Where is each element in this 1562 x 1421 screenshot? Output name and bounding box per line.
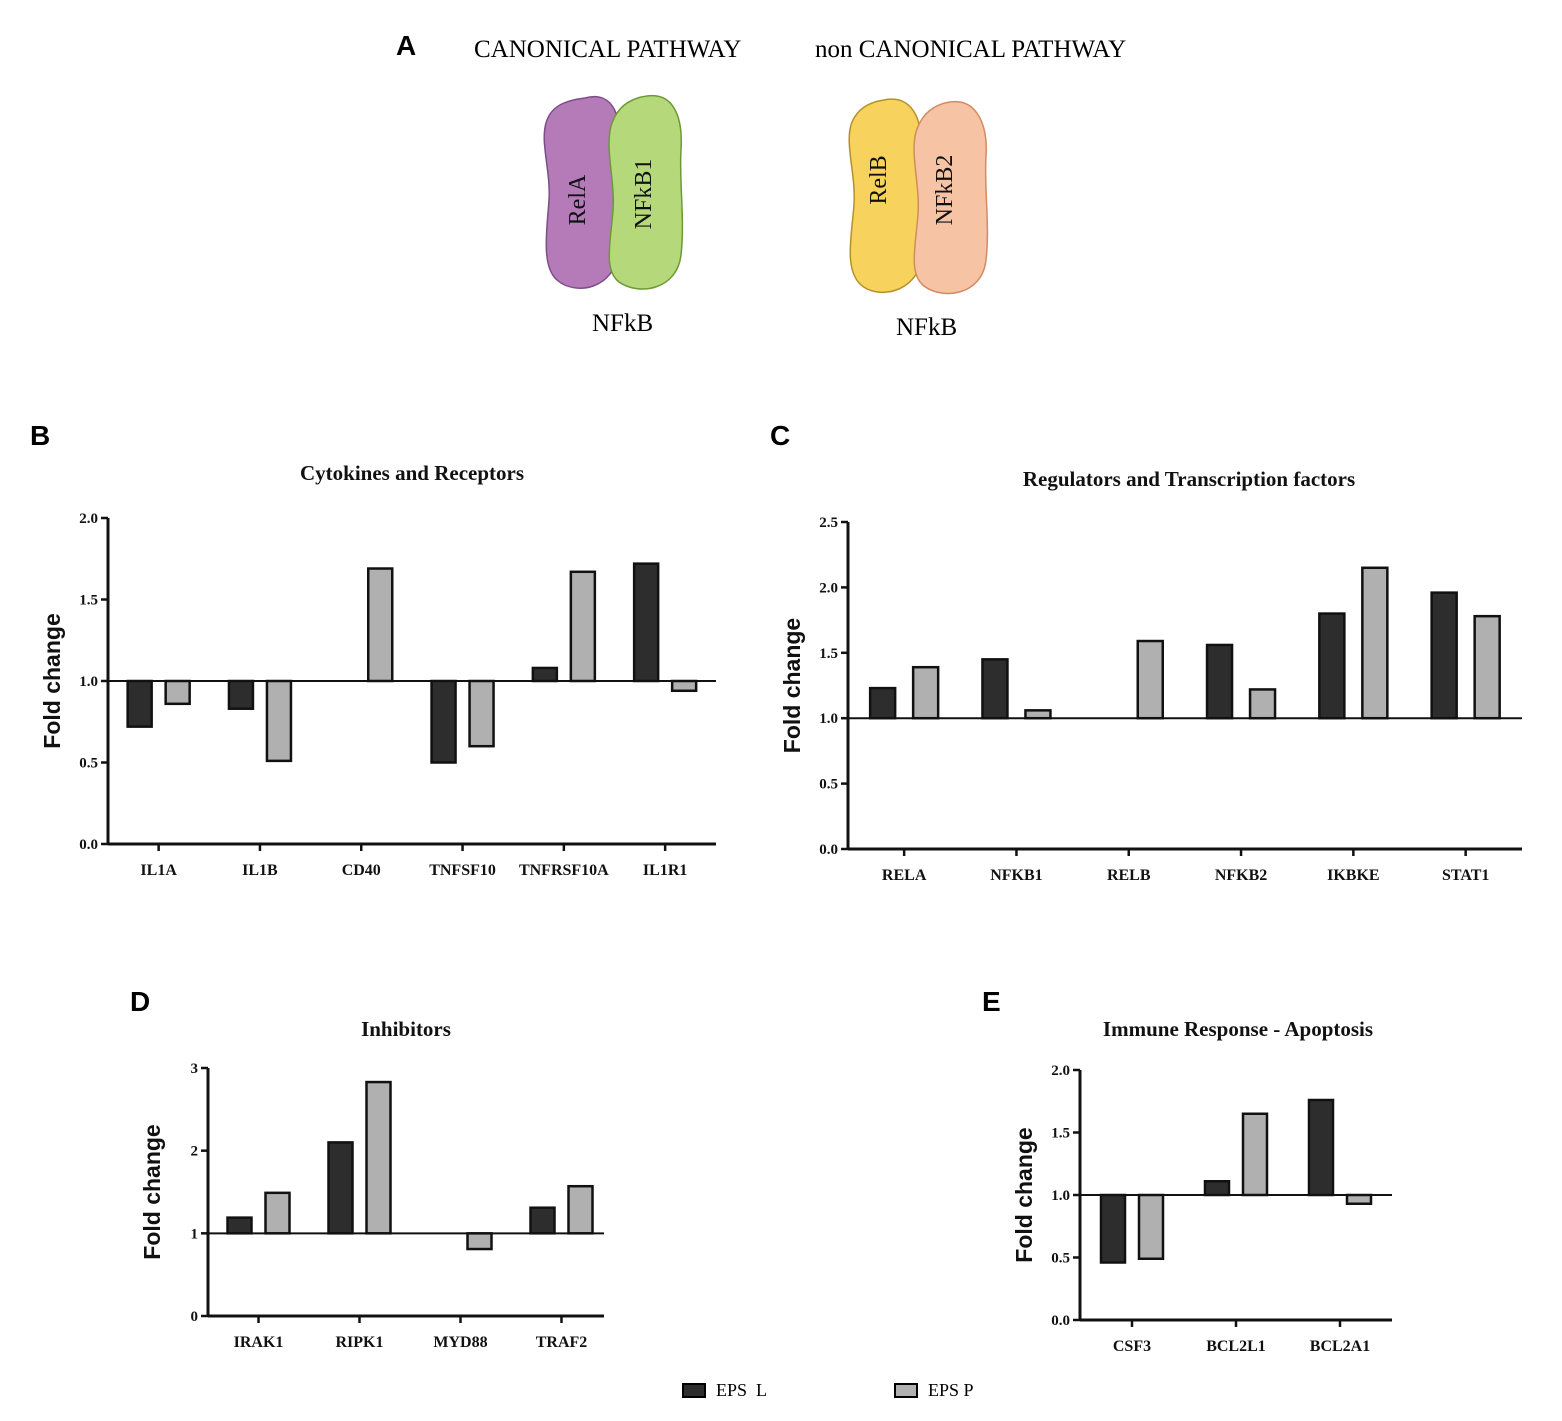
x-tick-label: TNFRSF10A (519, 862, 609, 879)
bar-cd40-eps-p (367, 567, 394, 683)
bar-ripk1-eps-p (365, 1080, 392, 1235)
bar-il1b-eps-p (265, 679, 293, 763)
bar-traf2-eps-p (567, 1184, 594, 1235)
legend-eps-l: EPS L (682, 1380, 767, 1401)
x-tick-label: IL1A (140, 862, 177, 879)
relb-label: RelB (866, 155, 892, 204)
bar-stat1-eps-l (1430, 591, 1458, 720)
panel-c-letter: C (770, 420, 791, 451)
canonical-nfkb-diagram: RelA NFkB1 (543, 94, 684, 290)
x-tick-label: RELB (1107, 867, 1151, 884)
rela-label: RelA (565, 174, 591, 225)
y-axis-label: Fold change (139, 1124, 165, 1259)
y-tick-label: 0.0 (79, 837, 98, 853)
chart-title: Immune Response - Apoptosis (1103, 1017, 1373, 1041)
x-tick-label: NFKB1 (990, 867, 1042, 884)
y-tick-label: 0.5 (1051, 1251, 1070, 1267)
y-tick-label: 1 (191, 1226, 199, 1242)
y-tick-label: 3 (191, 1061, 199, 1077)
chart-title: Inhibitors (361, 1017, 451, 1041)
y-axis-label: Fold change (1011, 1127, 1037, 1262)
bar-bcl2l1-eps-l (1203, 1180, 1231, 1197)
legend-label-eps-p: EPS P (928, 1380, 974, 1400)
bar-ikbke-eps-l (1318, 612, 1346, 720)
x-tick-label: MYD88 (433, 1334, 487, 1351)
legend-eps-p: EPS P (894, 1380, 974, 1401)
y-tick-label: 0 (191, 1309, 199, 1325)
y-tick-label: 0.5 (819, 777, 838, 793)
bar-bcl2l1-eps-p (1241, 1112, 1269, 1197)
x-tick-label: BCL2L1 (1206, 1338, 1266, 1355)
y-tick-label: 1.0 (819, 711, 838, 727)
canonical-pathway-title: CANONICAL PATHWAY (474, 36, 742, 63)
x-tick-label: TNFSF10 (429, 862, 496, 879)
legend-label-eps-l: EPS L (716, 1380, 768, 1400)
x-tick-label: NFKB2 (1215, 867, 1267, 884)
panel-b-letter: B (30, 420, 51, 451)
nfkb1-shape (608, 94, 684, 290)
panel-e-letter: E (982, 986, 1001, 1017)
relb-subunit: RelB (848, 98, 924, 293)
x-tick-label: CD40 (342, 862, 381, 879)
nfkb2-label: NFkB2 (932, 155, 958, 226)
x-tick-label: TRAF2 (536, 1334, 588, 1351)
noncanonical-nfkb-label: NFkB (896, 314, 958, 341)
y-tick-label: 2.5 (819, 515, 838, 531)
x-tick-label: BCL2A1 (1310, 1338, 1370, 1355)
y-tick-label: 1.5 (1051, 1126, 1070, 1142)
legend-swatch-eps-p (894, 1383, 918, 1398)
bar-il1r1-eps-l (632, 562, 660, 683)
y-tick-label: 2.0 (819, 580, 838, 596)
y-tick-label: 0.0 (1051, 1313, 1070, 1329)
y-tick-label: 1.0 (1051, 1188, 1070, 1204)
y-tick-label: 2.0 (1051, 1063, 1070, 1079)
bar-bcl2a1-eps-p (1345, 1193, 1373, 1205)
nfkb2-subunit: NFkB2 (913, 100, 989, 295)
y-axis-label: Fold change (779, 618, 805, 753)
legend-swatch-eps-l (682, 1383, 706, 1398)
y-tick-label: 0.5 (79, 756, 98, 772)
bar-tnfsf10-eps-p (468, 679, 495, 748)
bar-ripk1-eps-l (327, 1141, 354, 1235)
x-tick-label: IKBKE (1327, 867, 1379, 884)
y-tick-label: 2 (191, 1144, 199, 1160)
bar-csf3-eps-l (1099, 1193, 1127, 1264)
x-tick-label: IL1B (242, 862, 278, 879)
y-tick-label: 2.0 (79, 511, 98, 527)
canonical-nfkb-label: NFkB (592, 310, 654, 337)
y-tick-label: 0.0 (819, 842, 838, 858)
x-tick-label: STAT1 (1442, 867, 1489, 884)
bar-tnfsf10-eps-l (430, 679, 457, 764)
nfkb1-subunit: NFkB1 (608, 94, 684, 290)
noncanonical-nfkb-diagram: RelB NFkB2 (848, 98, 989, 295)
bar-traf2-eps-l (529, 1206, 556, 1235)
x-tick-label: IL1R1 (643, 862, 687, 879)
x-tick-label: RIPK1 (336, 1334, 384, 1351)
chart-title: Cytokines and Receptors (300, 461, 524, 485)
bar-bcl2a1-eps-l (1307, 1098, 1335, 1197)
rela-subunit: RelA (543, 95, 621, 289)
panel-a-letter: A (396, 30, 417, 61)
y-axis-label: Fold change (39, 613, 65, 748)
x-tick-label: RELA (882, 867, 927, 884)
bar-ikbke-eps-p (1361, 566, 1389, 720)
y-tick-label: 1.0 (79, 674, 98, 690)
x-tick-label: IRAK1 (234, 1334, 284, 1351)
nfkb2-shape (913, 100, 989, 295)
y-tick-label: 1.5 (79, 593, 98, 609)
nfkb1-label: NFkB1 (631, 159, 657, 230)
panel-d-letter: D (130, 986, 151, 1017)
noncanonical-pathway-title: non CANONICAL PATHWAY (815, 36, 1127, 63)
chart-title: Regulators and Transcription factors (1023, 467, 1355, 491)
x-tick-label: CSF3 (1113, 1338, 1151, 1355)
bar-csf3-eps-p (1137, 1193, 1165, 1260)
y-tick-label: 1.5 (819, 646, 838, 662)
